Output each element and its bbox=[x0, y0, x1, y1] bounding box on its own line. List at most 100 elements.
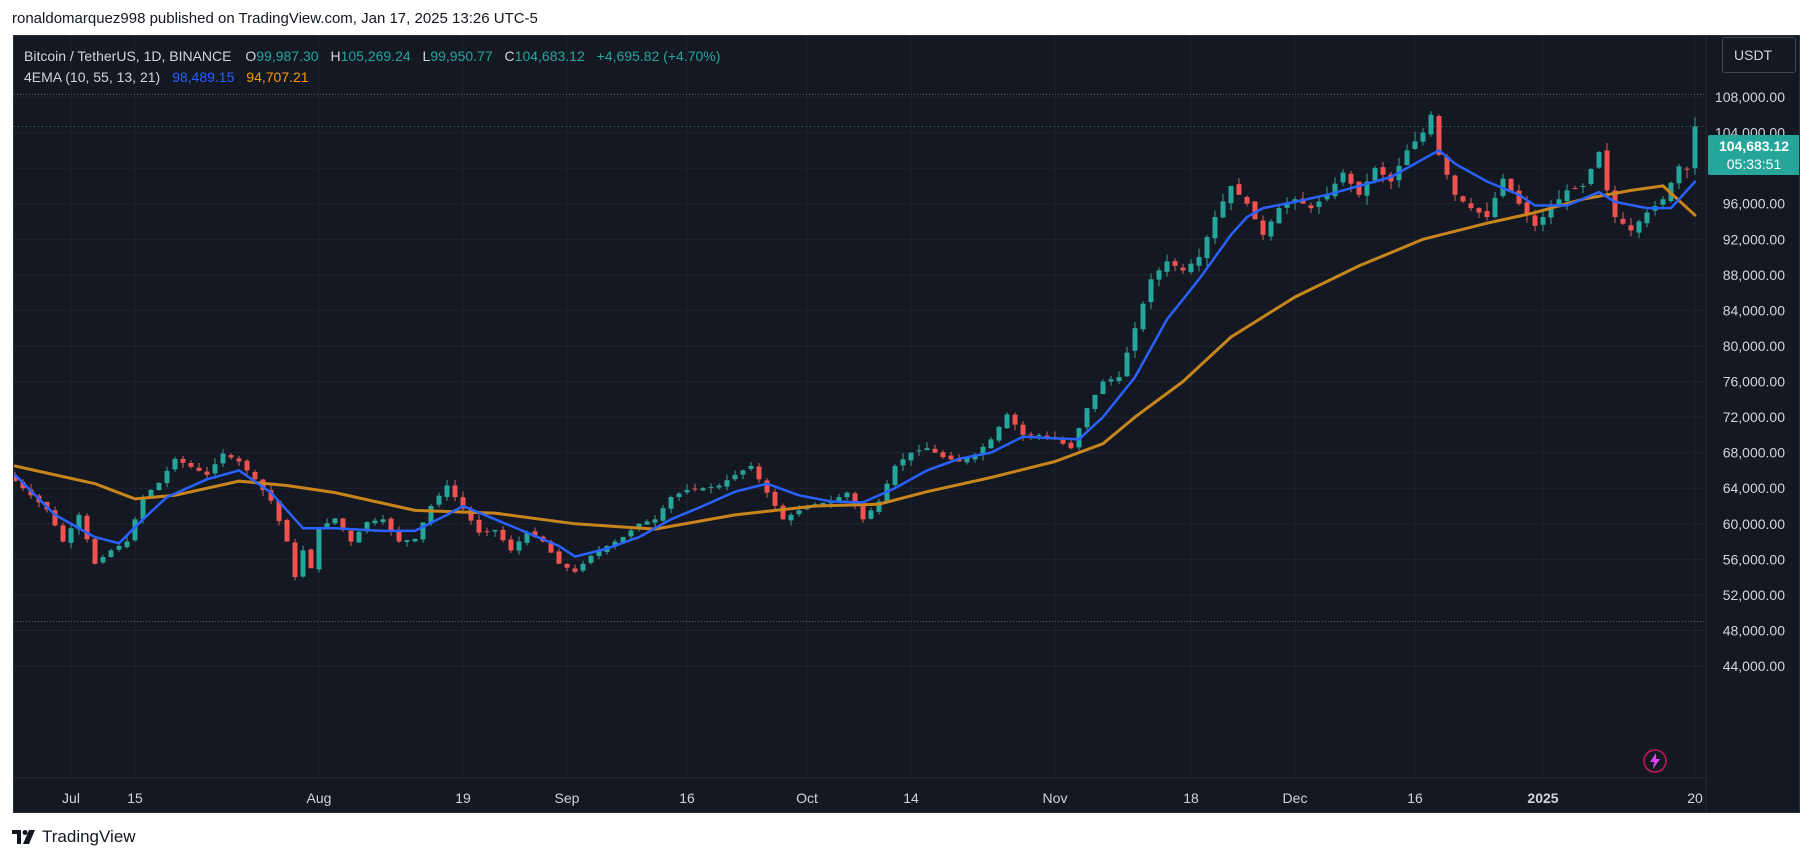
price-tick-label: 52,000.00 bbox=[1723, 587, 1785, 603]
candle-body bbox=[228, 455, 234, 458]
candle-body bbox=[716, 485, 722, 488]
high-value: 105,269.24 bbox=[340, 48, 411, 64]
time-tick-label: Nov bbox=[1043, 790, 1068, 806]
candle-body bbox=[1516, 190, 1522, 204]
chart-frame[interactable]: 44,000.00 48,000.00 52,000.00 56,000.00 60,0… bbox=[13, 35, 1800, 813]
candle-body bbox=[60, 525, 66, 542]
candle-body bbox=[1604, 150, 1610, 191]
candle-body bbox=[244, 460, 250, 471]
candle-body bbox=[1164, 261, 1170, 272]
candle-body bbox=[524, 532, 530, 543]
price-tick-label: 80,000.00 bbox=[1723, 338, 1785, 354]
candle-body bbox=[108, 550, 114, 557]
candle-body bbox=[788, 514, 794, 521]
low-label: L bbox=[422, 48, 431, 64]
candle-body bbox=[268, 490, 274, 501]
candle-body bbox=[1628, 225, 1634, 231]
candle-body bbox=[180, 458, 186, 463]
candle-body bbox=[124, 541, 130, 548]
candle-body bbox=[988, 439, 994, 449]
candle-body bbox=[940, 452, 946, 458]
candle-body bbox=[364, 521, 370, 532]
price-tick-label: 108,000.00 bbox=[1715, 89, 1785, 105]
close-value: 104,683.12 bbox=[514, 48, 585, 64]
candle-body bbox=[388, 518, 394, 531]
candle-body bbox=[356, 531, 362, 543]
symbol-row: Bitcoin / TetherUS, 1D, BINANCE O99,987.… bbox=[24, 46, 720, 67]
candle-body bbox=[1068, 442, 1074, 449]
candle-body bbox=[932, 448, 938, 453]
candle-body bbox=[1268, 221, 1274, 237]
price-tick-label: 96,000.00 bbox=[1723, 196, 1785, 212]
candle-body bbox=[1444, 156, 1450, 175]
candle-body bbox=[212, 464, 218, 474]
candle-body bbox=[84, 515, 90, 540]
candle-body bbox=[1692, 126, 1698, 169]
lightning-icon[interactable] bbox=[1642, 748, 1668, 774]
time-tick-label: 18 bbox=[1183, 790, 1199, 806]
price-tick-label: 48,000.00 bbox=[1723, 622, 1785, 638]
candle-body bbox=[580, 563, 586, 571]
indicator-name[interactable]: 4EMA (10, 55, 13, 21) bbox=[24, 69, 161, 85]
ema-fast-line bbox=[14, 149, 1697, 558]
candle-body bbox=[588, 555, 594, 563]
tradingview-brand: TradingView bbox=[42, 827, 136, 846]
candle-body bbox=[548, 541, 554, 553]
time-tick-label: Aug bbox=[307, 790, 332, 806]
candle-body bbox=[308, 549, 314, 569]
chart-canvas[interactable]: 44,000.00 48,000.00 52,000.00 56,000.00 60,0… bbox=[14, 36, 1799, 812]
candle-body bbox=[964, 457, 970, 463]
candle-body bbox=[516, 541, 522, 551]
candle-body bbox=[1004, 414, 1010, 429]
candle-body bbox=[1428, 114, 1434, 135]
candle-body bbox=[468, 508, 474, 521]
time-tick-label: Dec bbox=[1283, 790, 1308, 806]
candle-body bbox=[684, 489, 690, 493]
candle-body bbox=[1660, 199, 1666, 205]
candle-body bbox=[732, 474, 738, 480]
candle-body bbox=[1372, 168, 1378, 181]
candle-body bbox=[700, 488, 706, 491]
candle-body bbox=[1060, 439, 1066, 444]
candle-body bbox=[572, 568, 578, 572]
candle-body bbox=[436, 495, 442, 505]
candle-body bbox=[876, 501, 882, 512]
candle-body bbox=[1588, 169, 1594, 184]
candle-body bbox=[1636, 221, 1642, 233]
price-tick-label: 68,000.00 bbox=[1723, 445, 1785, 461]
candle-body bbox=[1676, 166, 1682, 184]
time-tick-label: Jul bbox=[62, 790, 80, 806]
candle-body bbox=[1196, 257, 1202, 266]
candle-body bbox=[492, 529, 498, 532]
candle-body bbox=[500, 529, 506, 541]
candle-body bbox=[140, 497, 146, 519]
candle-body bbox=[1020, 424, 1026, 435]
time-tick-label: 16 bbox=[679, 790, 695, 806]
currency-unit-button[interactable]: USDT bbox=[1722, 37, 1796, 73]
low-value: 99,950.77 bbox=[430, 48, 493, 64]
candle-body bbox=[764, 480, 770, 493]
candle-body bbox=[1132, 328, 1138, 351]
candle-body bbox=[428, 505, 434, 523]
change-value: +4,695.82 (+4.70%) bbox=[596, 48, 721, 64]
candle-body bbox=[1028, 434, 1034, 436]
candle-body bbox=[612, 541, 618, 547]
candle-body bbox=[884, 483, 890, 504]
candle-body bbox=[324, 523, 330, 528]
candle-body bbox=[532, 531, 538, 538]
candle-body bbox=[1260, 220, 1266, 235]
price-tick-label: 84,000.00 bbox=[1723, 302, 1785, 318]
open-label: O bbox=[245, 48, 257, 64]
candle-body bbox=[1252, 201, 1258, 220]
candle-body bbox=[980, 446, 986, 455]
candle-body bbox=[1124, 352, 1130, 377]
candle-body bbox=[1244, 197, 1250, 204]
candle-body bbox=[204, 471, 210, 475]
price-tick-label: 88,000.00 bbox=[1723, 267, 1785, 283]
symbol-name[interactable]: Bitcoin / TetherUS, 1D, BINANCE bbox=[24, 48, 232, 64]
candle-body bbox=[1468, 203, 1474, 209]
last-price-value: 104,683.12 bbox=[1718, 138, 1790, 154]
candle-body bbox=[1404, 150, 1410, 165]
candle-body bbox=[1484, 211, 1490, 218]
candle-body bbox=[1572, 188, 1578, 190]
